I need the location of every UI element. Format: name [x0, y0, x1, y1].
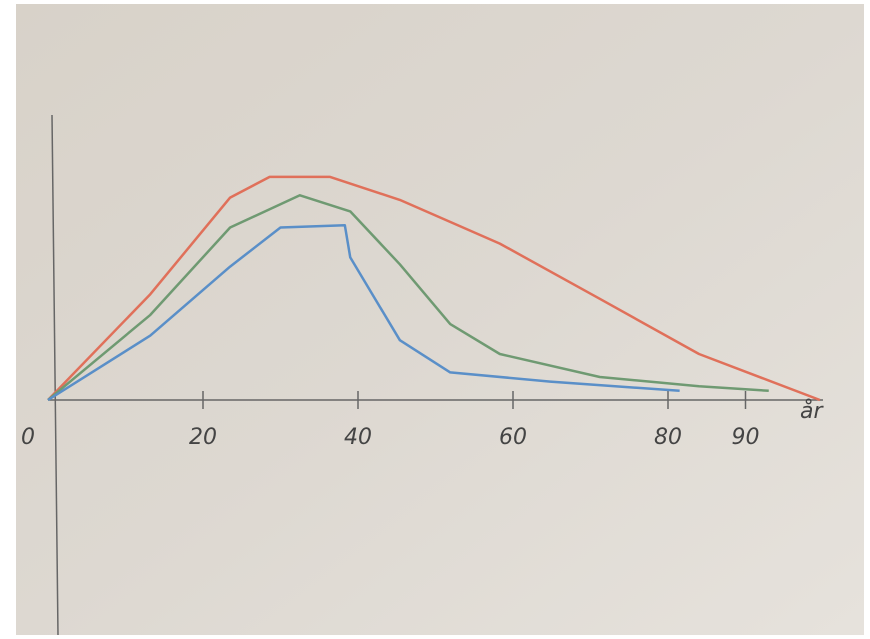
x-tick-label: 0 [21, 425, 35, 450]
x-tick-label: 90 [732, 425, 760, 450]
x-tick-label: 60 [499, 425, 527, 450]
chart: år 0 20 40 60 80 90 [0, 0, 870, 639]
x-tick-label: 80 [654, 425, 682, 450]
page: år 02040608090 (() => { const data = JSO… [0, 0, 870, 639]
x-tick-label: 40 [344, 425, 372, 450]
x-tick-label: 20 [189, 425, 217, 450]
x-axis-label: år [800, 398, 824, 424]
